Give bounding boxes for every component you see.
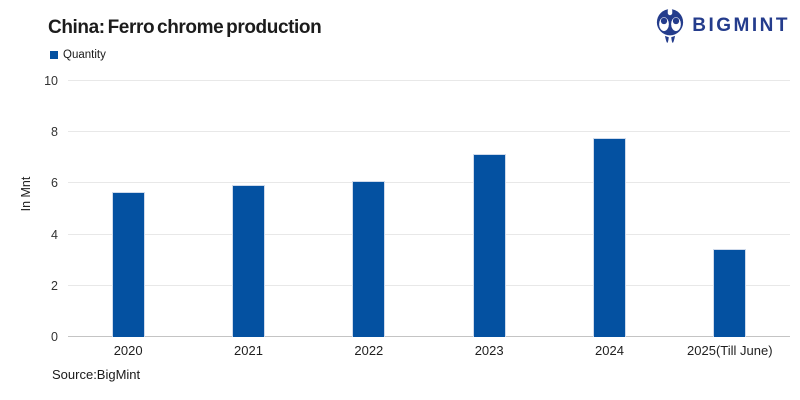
bar-2020 [111, 192, 145, 337]
x-tick-label-2025(Till June): 2025(Till June) [687, 343, 773, 358]
x-axis-labels: 2020 2021 2022 2023 2024 2025(Till June) [68, 343, 790, 358]
bigmint-logo-text: BIGMINT [692, 15, 790, 36]
bar-2024 [592, 138, 626, 337]
bigmint-logo-icon [657, 8, 684, 43]
bar-slot-2020 [68, 81, 188, 337]
gridline-y0 [68, 336, 790, 337]
legend: Quantity [50, 49, 106, 61]
y-tick-label-10: 10 [44, 74, 58, 88]
chart-title: China: Ferro chrome production [48, 17, 322, 38]
bar-slot-2021 [188, 81, 308, 337]
x-tick-label-2021: 2021 [234, 343, 263, 358]
x-tick-label-2022: 2022 [354, 343, 384, 358]
bars-row [68, 81, 790, 337]
bar-slot-2023 [429, 81, 549, 337]
bar-2021 [231, 185, 265, 337]
bar-slot-2025(Till June) [670, 81, 790, 337]
bar-2023 [472, 153, 506, 337]
x-tick-label-2020: 2020 [113, 343, 143, 358]
gridline-y2 [68, 284, 790, 286]
gridline-y10 [68, 80, 790, 81]
bigmint-logo: BIGMINT [655, 8, 790, 44]
y-tick-label-6: 6 [51, 176, 58, 191]
legend-label: Quantity [63, 49, 106, 61]
y-tick-label-2: 2 [51, 278, 58, 293]
y-tick-label-8: 8 [51, 125, 58, 140]
y-tick-label-0: 0 [51, 330, 58, 344]
gridline-y4 [68, 233, 790, 235]
bar-slot-2024 [549, 81, 669, 337]
bar-2022 [352, 181, 386, 337]
gridline-y6 [68, 182, 790, 184]
source-note: Source:BigMint [52, 367, 141, 382]
x-tick-label-2024: 2024 [595, 343, 624, 358]
bar-slot-2022 [309, 81, 429, 337]
bar-2025(Till June) [713, 248, 747, 337]
y-axis-ticks: 0 2 4 6 8 10 [0, 74, 58, 344]
y-tick-label-4: 4 [51, 227, 58, 242]
plot-area [68, 80, 790, 337]
legend-swatch [50, 51, 58, 59]
x-tick-label-2023: 2023 [474, 343, 504, 358]
gridline-y8 [68, 131, 790, 133]
